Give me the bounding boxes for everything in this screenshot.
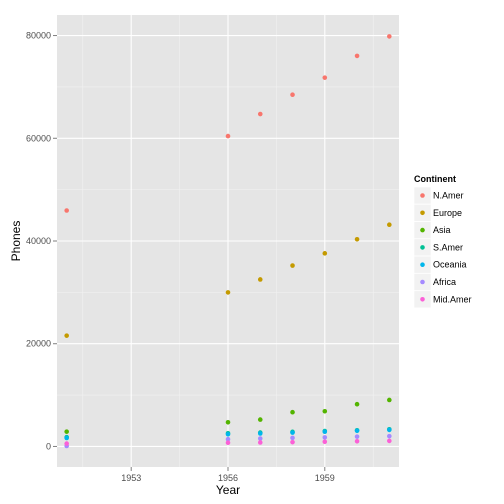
- data-point: [290, 409, 295, 415]
- x-axis: 1953 1956 1959: [121, 467, 335, 483]
- y-axis: 0 20000 40000 60000 80000: [26, 31, 57, 451]
- data-point: [225, 436, 231, 442]
- data-point: [64, 441, 69, 446]
- data-point: [354, 236, 360, 242]
- legend-swatch: [420, 245, 425, 250]
- data-point: [322, 251, 328, 256]
- data-point: [354, 401, 360, 407]
- y-tick-label: 20000: [26, 339, 51, 349]
- legend-swatch: [420, 193, 425, 198]
- x-axis-title: Year: [216, 483, 240, 497]
- legend-label: Africa: [433, 277, 456, 287]
- legend-swatch: [420, 297, 425, 302]
- legend-title: Continent: [414, 174, 456, 184]
- data-point: [322, 439, 328, 445]
- data-point: [322, 75, 328, 80]
- data-point: [257, 431, 263, 436]
- data-point: [387, 397, 392, 403]
- legend-label: Europe: [433, 208, 462, 218]
- data-point: [257, 417, 263, 422]
- data-point: [257, 277, 263, 282]
- data-point: [322, 435, 328, 440]
- data-point: [290, 435, 295, 441]
- data-points: [64, 34, 392, 449]
- major-gridlines: [57, 15, 399, 467]
- data-point: [257, 436, 263, 441]
- data-point: [354, 428, 360, 434]
- data-point: [225, 432, 231, 437]
- data-point: [64, 333, 69, 338]
- data-point: [64, 429, 69, 434]
- legend-label: S.Amer: [433, 242, 463, 252]
- data-point: [387, 222, 392, 228]
- y-tick-label: 40000: [26, 236, 51, 246]
- data-point: [225, 440, 231, 445]
- legend-label: N.Amer: [433, 191, 464, 201]
- y-tick-label: 80000: [26, 31, 51, 41]
- data-point: [257, 440, 263, 445]
- data-point: [387, 34, 392, 39]
- data-point: [322, 429, 328, 435]
- x-tick-label: 1953: [121, 473, 141, 483]
- data-point: [225, 133, 231, 139]
- data-point: [387, 433, 392, 439]
- legend-swatch: [420, 227, 425, 233]
- x-tick-label: 1959: [315, 473, 335, 483]
- y-axis-title: Phones: [9, 221, 23, 262]
- y-tick-label: 60000: [26, 133, 51, 143]
- x-tick-label: 1956: [218, 473, 238, 483]
- data-point: [290, 439, 295, 445]
- data-point: [225, 290, 231, 295]
- data-point: [387, 427, 392, 433]
- data-point: [290, 263, 295, 268]
- legend-swatch: [420, 262, 425, 268]
- legend-label: Mid.Amer: [433, 294, 472, 304]
- data-point: [257, 111, 263, 117]
- legend: Continent N.Amer Europe Asia S.Amer Oceania A…: [413, 174, 472, 309]
- legend-label: Oceania: [433, 260, 467, 270]
- legend-swatch: [420, 210, 425, 216]
- data-point: [354, 438, 360, 444]
- legend-label: Asia: [433, 225, 451, 235]
- data-point: [354, 434, 360, 439]
- data-point: [225, 419, 231, 425]
- y-tick-label: 0: [46, 441, 51, 451]
- data-point: [354, 53, 360, 59]
- legend-swatch: [420, 279, 425, 285]
- data-point: [290, 430, 295, 435]
- data-point: [64, 435, 69, 441]
- data-point: [387, 438, 392, 444]
- data-point: [64, 208, 69, 213]
- data-point: [322, 408, 328, 414]
- data-point: [290, 92, 295, 97]
